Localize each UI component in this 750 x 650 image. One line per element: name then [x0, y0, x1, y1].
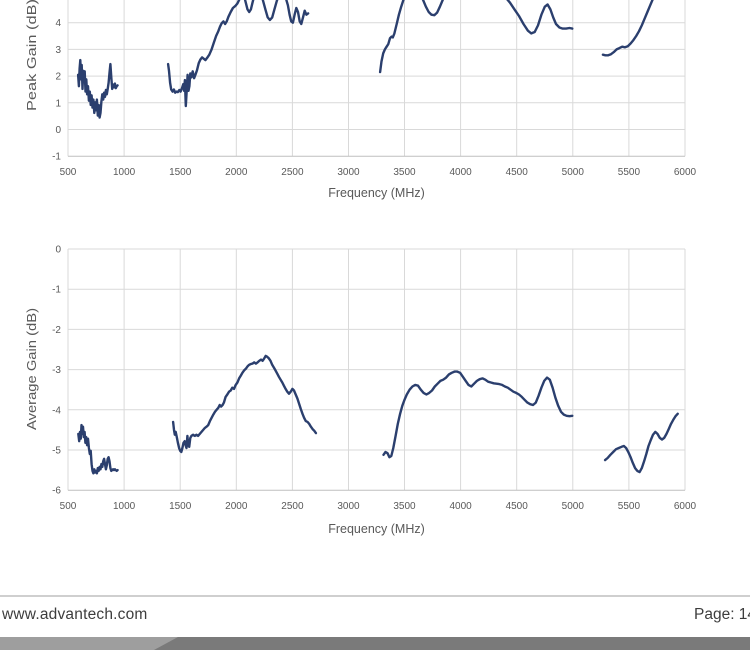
series-line — [171, 354, 318, 454]
x-tick-label: 4000 — [449, 167, 472, 178]
x-tick-label: 4000 — [449, 501, 472, 512]
y-tick-label: 1 — [55, 98, 61, 109]
y-tick-label: 0 — [55, 125, 61, 136]
y-tick-label: -2 — [52, 325, 61, 336]
average-gain-chart: 0 -1 -2 -3 -4 -5 -6 500 1000 1500 2000 2500 3000 3500… — [24, 245, 697, 537]
x-tick-label: 500 — [60, 501, 77, 512]
y-tick-label: -1 — [52, 152, 61, 163]
x-tick-label: 2500 — [281, 501, 304, 512]
x-tick-label: 6000 — [674, 501, 697, 512]
series-line — [382, 370, 574, 459]
series-line — [601, 0, 654, 57]
x-tick-label: 5000 — [562, 501, 585, 512]
series-line — [378, 0, 574, 74]
y-tick-label: 3 — [55, 45, 61, 56]
series-line — [76, 58, 119, 119]
y-axis-title: Peak Gain (dB) — [24, 0, 39, 111]
y-tick-label: 5 — [55, 0, 61, 3]
x-tick-label: 2000 — [225, 167, 248, 178]
x-tick-label: 5000 — [562, 167, 585, 178]
y-tick-label: -1 — [52, 285, 61, 296]
x-tick-label: 1500 — [169, 167, 192, 178]
x-tick-label: 5500 — [618, 501, 641, 512]
x-axis-title: Frequency (MHz) — [328, 522, 425, 536]
x-tick-label: 3500 — [393, 167, 416, 178]
y-tick-label: -6 — [52, 486, 61, 497]
x-tick-label: 5500 — [618, 167, 641, 178]
series-line — [603, 412, 679, 474]
series-line — [77, 423, 119, 475]
bottom-bar — [0, 637, 750, 650]
x-tick-label: 4500 — [506, 167, 529, 178]
x-tick-label: 2500 — [281, 167, 304, 178]
x-tick-label: 3500 — [393, 501, 416, 512]
x-tick-label: 500 — [60, 167, 77, 178]
x-axis-title: Frequency (MHz) — [328, 186, 425, 200]
x-tick-label: 6000 — [674, 167, 697, 178]
y-tick-label: -5 — [52, 446, 61, 457]
y-tick-label: 4 — [55, 18, 61, 29]
footer-page-number: Page: 14 — [694, 606, 750, 623]
y-tick-label: -3 — [52, 365, 61, 376]
x-tick-label: 1000 — [113, 501, 136, 512]
footer-divider — [0, 595, 750, 597]
footer-website-link[interactable]: www.advantech.com — [2, 606, 148, 623]
x-tick-label: 2000 — [225, 501, 248, 512]
peak-gain-chart: 5 4 3 2 1 0 -1 500 1000 1500 2000 2500 3000 3500 4000 4… — [24, 0, 697, 200]
x-tick-label: 4500 — [506, 501, 529, 512]
x-tick-label: 1500 — [169, 501, 192, 512]
series-line — [166, 0, 310, 108]
y-tick-label: 2 — [55, 72, 61, 83]
bottom-bar-light-segment — [0, 637, 178, 650]
x-tick-label: 1000 — [113, 167, 136, 178]
x-tick-label: 3000 — [337, 501, 360, 512]
y-tick-label: -4 — [52, 405, 61, 416]
x-tick-label: 3000 — [337, 167, 360, 178]
y-axis-title: Average Gain (dB) — [24, 308, 39, 430]
y-tick-label: 0 — [55, 245, 61, 256]
